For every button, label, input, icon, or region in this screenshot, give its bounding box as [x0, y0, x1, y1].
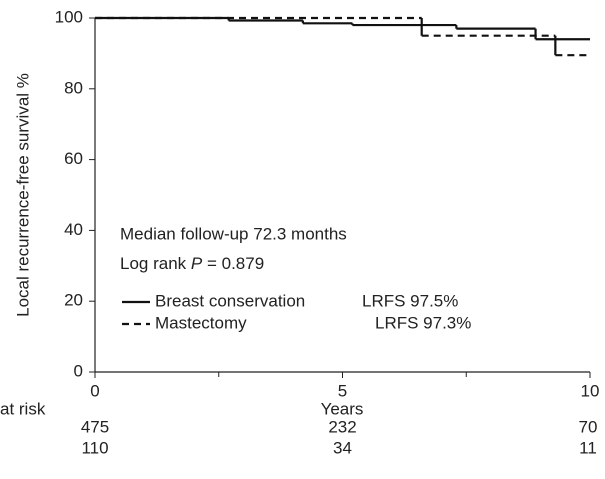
legend-label: Breast conservation [155, 291, 305, 310]
at-risk-count: 475 [81, 417, 109, 436]
x-tick-label: 5 [338, 381, 347, 400]
annotation: Median follow-up 72.3 months [120, 224, 347, 243]
annotation-part: P [191, 254, 203, 273]
x-tick-label: 0 [90, 381, 99, 400]
annotation: Log rank P = 0.879 [120, 254, 264, 273]
at-risk-count: 34 [333, 438, 352, 457]
x-tick-label: 10 [581, 381, 600, 400]
y-tick-label: 20 [64, 291, 83, 310]
legend-stat: LRFS 97.3% [375, 313, 471, 332]
at-risk-count: 232 [328, 417, 356, 436]
annotation-part: Log rank [120, 254, 191, 273]
legend-stat: LRFS 97.5% [362, 291, 458, 310]
y-tick-label: 60 [64, 149, 83, 168]
y-tick-label: 40 [64, 220, 83, 239]
legend-label: Mastectomy [155, 313, 247, 332]
y-tick-label: 80 [64, 78, 83, 97]
y-tick-label: 100 [55, 7, 83, 26]
at-risk-label: at risk [0, 399, 46, 418]
x-axis-label: Years [321, 399, 364, 418]
at-risk-count: 70 [579, 417, 598, 436]
y-axis-label: Local recurrence-free survival % [13, 73, 32, 317]
at-risk-count: 110 [81, 438, 108, 457]
annotation-part: = 0.879 [202, 254, 264, 273]
at-risk-count: 11 [579, 438, 597, 457]
y-tick-label: 0 [74, 361, 83, 380]
